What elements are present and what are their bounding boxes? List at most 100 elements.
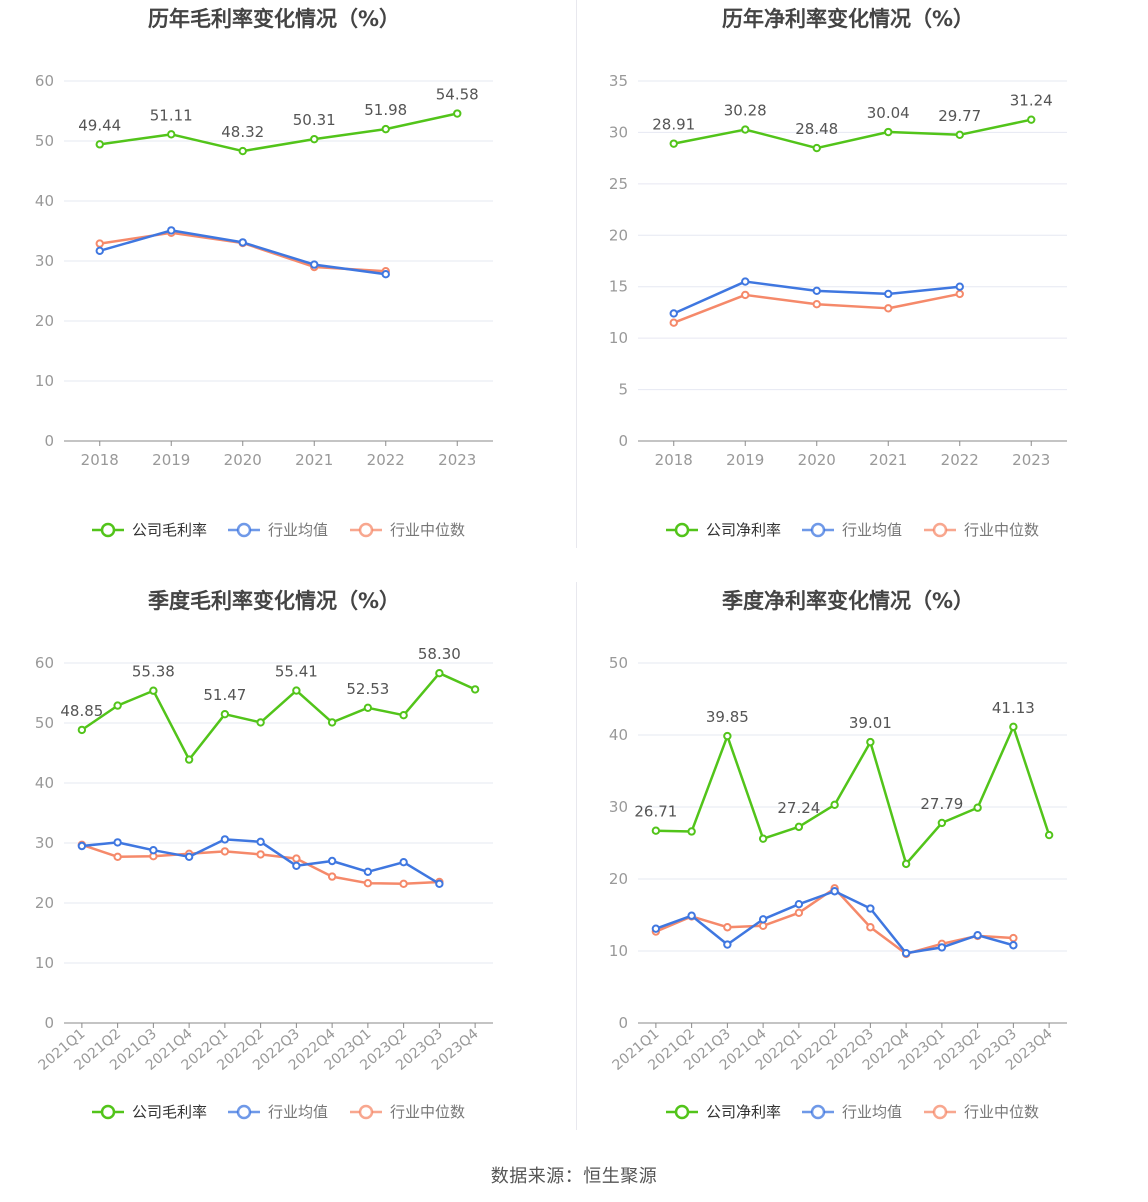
y-tick-label: 20	[609, 870, 628, 888]
data-point-company	[470, 685, 480, 694]
data-point-avg	[651, 924, 661, 933]
data-label: 27.79	[920, 795, 963, 813]
data-label: 50.31	[293, 111, 336, 129]
data-point-median	[220, 847, 230, 856]
data-point-company	[741, 125, 750, 134]
chart-svg: 历年净利率变化情况（%） 0 5 10 15 20 25 30 35 2018 2019 2020 20…	[609, 7, 1067, 539]
legend-label-median: 行业中位数	[964, 1103, 1039, 1121]
series-line-median	[655, 887, 1014, 956]
data-point-median	[363, 879, 373, 888]
data-label: 26.71	[634, 803, 677, 821]
data-point-median	[741, 290, 750, 300]
data-point-company	[866, 737, 875, 747]
divider	[576, 582, 577, 1130]
data-point-median	[955, 289, 964, 299]
series-line-company	[81, 671, 476, 761]
y-tick-label: 30	[609, 798, 628, 816]
data-point-median	[812, 300, 821, 309]
data-point-company	[184, 755, 194, 764]
legend-marker-avg	[810, 522, 826, 538]
data-point-avg	[363, 867, 373, 876]
data-point-median	[292, 854, 301, 863]
data-point-median	[758, 921, 768, 930]
data-point-avg	[238, 238, 247, 247]
x-tick-label: 2023	[1012, 451, 1050, 469]
data-label: 39.01	[849, 714, 892, 732]
data-point-company	[687, 827, 696, 836]
data-point-company	[292, 686, 301, 695]
data-point-avg	[292, 861, 301, 870]
data-point-company	[167, 130, 176, 139]
legend-marker-median	[358, 1104, 374, 1120]
data-point-company	[77, 725, 87, 735]
data-point-avg	[184, 852, 194, 861]
data-point-avg	[937, 943, 947, 952]
data-point-company	[1009, 722, 1018, 732]
legend-label-company: 公司毛利率	[132, 521, 207, 539]
data-point-avg	[220, 835, 230, 844]
data-point-avg	[113, 838, 122, 847]
chart-svg: 历年毛利率变化情况（%） 0 10 20 30 40 50 60 2018 2019 2020 202…	[35, 7, 493, 539]
data-point-avg	[758, 915, 768, 924]
data-point-avg	[381, 270, 390, 279]
annual-gross-margin-chart: 历年毛利率变化情况（%） 0 10 20 30 40 50 60 2018 2019 2020 202…	[0, 0, 574, 582]
y-tick-label: 30	[35, 834, 54, 852]
data-point-company	[363, 703, 373, 713]
y-tick-label: 40	[35, 192, 54, 210]
data-point-company	[149, 686, 158, 695]
legend-label-avg: 行业均值	[268, 1103, 328, 1121]
data-point-avg	[741, 277, 750, 286]
y-tick-label: 30	[35, 252, 54, 270]
data-label: 39.85	[706, 708, 749, 726]
y-tick-label: 10	[609, 942, 628, 960]
data-label: 54.58	[436, 86, 479, 104]
data-point-company	[435, 669, 444, 678]
y-tick-label: 50	[35, 714, 54, 732]
data-point-median	[794, 908, 804, 918]
data-point-company	[399, 711, 408, 720]
series-line-company	[655, 725, 1051, 866]
y-tick-label: 40	[609, 726, 628, 744]
y-tick-label: 40	[35, 774, 54, 792]
data-point-company	[812, 143, 821, 153]
data-point-company	[453, 109, 462, 118]
y-tick-label: 60	[35, 654, 54, 672]
data-point-company	[381, 124, 390, 134]
data-label: 28.91	[652, 116, 695, 134]
legend-label-company: 公司净利率	[706, 1103, 781, 1121]
data-point-median	[95, 239, 104, 248]
legend-label-avg: 行业均值	[268, 521, 328, 539]
x-tick-label: 2021	[869, 451, 907, 469]
legend-label-company: 公司净利率	[706, 521, 781, 539]
data-point-median	[866, 923, 875, 932]
data-point-company	[1027, 115, 1036, 124]
data-label: 51.98	[364, 101, 407, 119]
x-tick-label: 2018	[81, 451, 119, 469]
data-point-median	[113, 852, 122, 861]
data-point-avg	[310, 260, 319, 269]
data-point-company	[884, 127, 893, 137]
data-point-avg	[687, 911, 696, 920]
legend-label-median: 行业中位数	[964, 521, 1039, 539]
legend-label-median: 行业中位数	[390, 521, 465, 539]
legend-label-avg: 行业均值	[842, 521, 902, 539]
x-tick-label: 2018	[655, 451, 693, 469]
data-point-company	[937, 818, 947, 828]
divider	[576, 0, 577, 548]
data-label: 51.47	[203, 686, 246, 704]
y-tick-label: 10	[35, 954, 54, 972]
data-point-median	[723, 923, 732, 932]
y-tick-label: 20	[35, 894, 54, 912]
legend-marker-median	[358, 522, 374, 538]
data-label: 48.85	[60, 702, 103, 720]
data-point-avg	[812, 286, 821, 296]
data-point-avg	[149, 846, 158, 855]
data-point-median	[399, 879, 408, 888]
data-label: 51.11	[150, 106, 193, 124]
chart-title: 季度净利率变化情况（%）	[722, 589, 974, 613]
y-tick-label: 60	[35, 72, 54, 90]
data-point-median	[256, 850, 265, 859]
data-point-avg	[884, 289, 893, 299]
data-point-avg	[794, 900, 804, 909]
legend-marker-company	[100, 1104, 116, 1120]
